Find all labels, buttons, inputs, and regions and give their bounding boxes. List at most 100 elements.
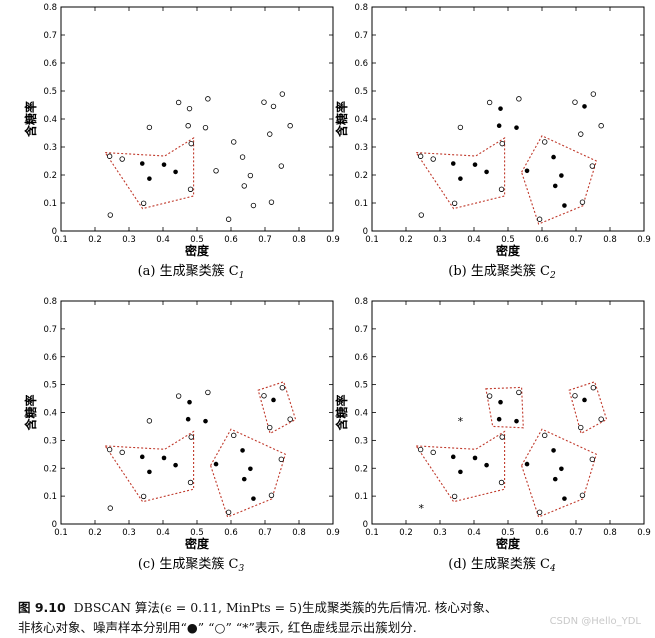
cluster-boundary	[485, 386, 524, 429]
core-point	[559, 173, 564, 178]
plot-frame	[60, 6, 334, 232]
core-point	[472, 455, 478, 461]
y-tick-label: 0.8	[43, 3, 57, 13]
core-point	[562, 203, 567, 208]
border-point	[187, 186, 194, 192]
core-point	[450, 454, 456, 460]
core-point	[240, 448, 245, 453]
x-tick-label: 0.7	[569, 528, 583, 538]
chart-panel-1: 0.1 0.2 0.3 0.4 0.5 0.6 0.7 0.8 0.900.10.20.30.4…	[23, 3, 340, 281]
y-tick-label: 0.4	[354, 409, 368, 419]
y-tick-label: 0.7	[43, 325, 57, 335]
core-point	[498, 106, 503, 111]
panel-subtitle-subscript: 1	[239, 271, 245, 281]
figure-canvas: 0.1 0.2 0.3 0.4 0.5 0.6 0.7 0.8 0.9 0 0.1 0.2 0.3 0.4…	[23, 3, 651, 574]
core-point	[173, 462, 178, 468]
border-point	[598, 416, 604, 422]
x-tick-label: 0.5	[501, 528, 515, 538]
border-point	[579, 199, 586, 205]
y-tick-label: 0.7	[354, 31, 368, 41]
border-point	[542, 139, 548, 145]
y-tick-label: 0.2	[354, 171, 368, 181]
y-tick-label: 0.1	[354, 492, 368, 502]
border-point	[516, 96, 522, 102]
y-tick-label: 0.3	[43, 436, 57, 446]
panel-subtitle: (b) 生成聚类簇 C2	[448, 264, 556, 281]
panel-subtitle-subscript: 3	[238, 564, 244, 574]
core-point	[213, 461, 219, 467]
border-point	[205, 96, 211, 102]
cluster-boundary	[521, 428, 598, 518]
core-point	[552, 183, 558, 189]
border-point	[287, 123, 293, 129]
y-tick-label: 0.5	[354, 87, 368, 97]
caption-label: 图 9.10	[18, 600, 66, 615]
border-point	[590, 384, 597, 391]
border-point	[107, 212, 113, 218]
cluster-boundary	[415, 430, 506, 503]
core-point	[458, 176, 463, 181]
x-tick-label: 0.4	[467, 235, 481, 245]
y-axis-label: 含糖率	[23, 101, 38, 137]
x-tick-label: 0.5	[501, 235, 515, 245]
x-tick-label: 0.4	[467, 528, 481, 538]
core-point	[187, 399, 192, 405]
y-tick-label: 0.5	[354, 381, 368, 391]
core-point	[161, 455, 167, 461]
core-point	[450, 161, 456, 166]
core-point	[552, 476, 558, 482]
x-tick-label: 0.3	[122, 235, 136, 245]
border-point	[231, 432, 237, 439]
y-tick-label: 0.2	[43, 464, 57, 474]
panel-subtitle-subscript: 2	[549, 271, 556, 281]
border-point	[186, 105, 193, 112]
core-point	[496, 416, 502, 422]
border-point	[598, 123, 604, 129]
y-tick-label: 0	[363, 227, 368, 237]
border-point	[202, 124, 209, 131]
border-point	[175, 99, 182, 106]
core-point	[161, 162, 167, 167]
border-point	[247, 172, 254, 179]
y-tick-label: 0.8	[43, 297, 57, 307]
core-point	[248, 466, 253, 472]
border-point	[457, 124, 464, 131]
border-point	[536, 509, 543, 515]
border-point	[278, 456, 285, 463]
x-tick-label: 0.3	[433, 235, 447, 245]
border-point	[451, 493, 458, 500]
x-tick-label: 0.2	[399, 528, 413, 538]
core-point	[185, 416, 191, 422]
figure-caption: 图 9.10 DBSCAN 算法(ϵ = 0.11, MinPts = 5)生成…	[18, 598, 648, 638]
border-point	[261, 393, 267, 399]
core-point	[203, 418, 208, 424]
y-tick-label: 0.4	[43, 409, 57, 419]
x-tick-label: 0.8	[603, 235, 617, 245]
core-point	[251, 496, 256, 501]
x-tick-label: 0.2	[88, 235, 102, 245]
x-tick-label: 0.9	[637, 528, 651, 538]
x-tick-label: 0.1	[365, 528, 379, 538]
panel-subtitle: (c) 生成聚类簇 C3	[138, 557, 245, 574]
cluster-boundary	[415, 137, 506, 210]
border-point	[579, 492, 586, 498]
core-point	[173, 169, 178, 175]
y-tick-label: 0.6	[43, 59, 57, 69]
watermark: CSDN @Hello_YDL	[549, 616, 641, 627]
y-tick-label: 0.3	[354, 436, 368, 446]
x-tick-label: 0.7	[258, 528, 272, 538]
x-tick-label: 0.3	[433, 528, 447, 538]
border-point	[536, 216, 543, 222]
border-point	[267, 424, 273, 431]
y-tick-label: 0.3	[43, 143, 57, 153]
y-tick-label: 0.1	[43, 199, 57, 209]
border-point	[572, 99, 578, 105]
y-tick-label: 0.2	[43, 171, 57, 181]
core-point	[582, 104, 587, 109]
border-point	[107, 505, 113, 511]
core-point	[551, 448, 556, 453]
border-point	[279, 384, 286, 391]
border-point	[231, 139, 237, 145]
border-point	[287, 416, 293, 422]
y-axis-label: 含糖率	[23, 394, 38, 430]
